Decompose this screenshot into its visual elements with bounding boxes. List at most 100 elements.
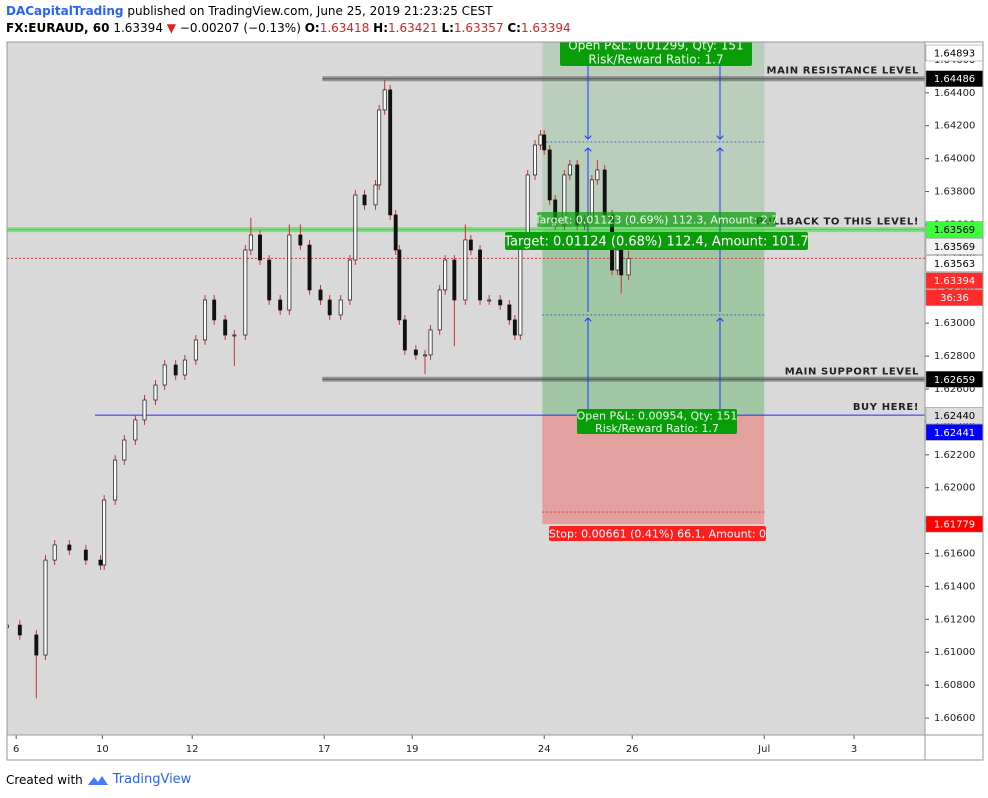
candle-body xyxy=(17,624,22,636)
candle-body xyxy=(373,184,378,206)
plot-area xyxy=(7,42,925,735)
position-label: Risk/Reward Ratio: 1.7 xyxy=(588,53,723,67)
ohlc-value: 1.63421 xyxy=(388,21,438,35)
candle-body xyxy=(567,164,572,176)
candle-body xyxy=(142,399,147,421)
candle-body xyxy=(423,354,427,357)
ohlc-key: H: xyxy=(373,21,388,35)
candle-body xyxy=(258,234,262,261)
candle-body xyxy=(347,259,352,301)
candle-body xyxy=(248,234,253,251)
candle-body xyxy=(463,239,468,301)
candle-body xyxy=(382,89,387,111)
x-tick-label: 26 xyxy=(626,744,639,755)
candle-body xyxy=(468,239,473,251)
price-tag-label: 1.63394 xyxy=(934,276,975,287)
candle-body xyxy=(193,339,198,361)
brand[interactable]: TradingView xyxy=(112,772,192,787)
candle-body xyxy=(223,319,228,336)
candle-body xyxy=(619,249,624,276)
header-line: FX:EURAUD, 60 1.63394 ▼ −0.00207 (−0.13%… xyxy=(6,21,571,35)
candle-body xyxy=(393,214,398,251)
x-tick-label: 17 xyxy=(318,744,331,755)
x-tick-label: 12 xyxy=(186,744,199,755)
author[interactable]: DACapitalTrading xyxy=(6,4,124,18)
candle-body xyxy=(52,544,57,561)
position-label: Risk/Reward Ratio: 1.7 xyxy=(595,422,719,435)
price-tag-label: 1.63563 xyxy=(934,259,975,270)
candle-body xyxy=(353,194,358,261)
candle-body xyxy=(547,149,552,201)
candle-body xyxy=(173,364,178,376)
position-label-box xyxy=(549,526,766,541)
x-tick-label: 24 xyxy=(538,744,551,755)
y-tick-label: 1.61000 xyxy=(934,647,975,658)
candle-body xyxy=(98,559,103,566)
candle-body xyxy=(542,134,547,151)
y-tick-label: 1.64400 xyxy=(934,88,975,99)
position-label-box xyxy=(560,42,752,66)
created-with: Created with xyxy=(6,772,83,787)
x-tick-label: Jul xyxy=(757,744,770,755)
level-label: MAIN SUPPORT LEVEL xyxy=(785,366,919,377)
level-label: PULLBACK TO THIS LEVEL! xyxy=(756,217,919,228)
y-tick-label: 1.61400 xyxy=(934,581,975,592)
label-layer: MAIN RESISTANCE LEVEL PULLBACK TO THIS LE… xyxy=(503,39,919,541)
position-label-box xyxy=(537,212,776,227)
candle-body xyxy=(338,299,343,316)
candle-body xyxy=(318,289,323,301)
price-tag-label: 1.63569 xyxy=(934,225,975,236)
candle-body xyxy=(595,169,600,181)
x-tick-label: 3 xyxy=(851,744,857,755)
candle-body xyxy=(615,249,620,271)
candle-body xyxy=(267,259,272,301)
y-tick-label: 1.61600 xyxy=(934,549,975,560)
candle-body xyxy=(428,329,433,356)
position-label: Target: 0.01124 (0.68%) 112.4, Amount: 1… xyxy=(503,235,809,250)
position-label-box xyxy=(577,409,737,434)
candle-body xyxy=(298,234,303,246)
y-tick-label: 1.64000 xyxy=(934,154,975,165)
candle-body xyxy=(507,304,512,321)
chart: MAIN RESISTANCE LEVEL PULLBACK TO THIS LE… xyxy=(6,39,984,761)
position-label: Open P&L: 0.01299, Qty: 151 xyxy=(568,39,743,53)
candle-body xyxy=(133,419,138,441)
candle-body xyxy=(437,289,442,331)
candle-body xyxy=(538,134,543,146)
direction: ▼ xyxy=(166,21,177,35)
candle-body xyxy=(162,364,167,386)
price-tag-label: 36:36 xyxy=(940,293,969,304)
y-tick-label: 1.62000 xyxy=(934,483,975,494)
candle-body xyxy=(327,299,332,316)
candle-body xyxy=(102,499,107,566)
candle-body xyxy=(67,544,72,551)
price-tag-label: 1.62440 xyxy=(934,411,975,422)
candle-body xyxy=(43,559,48,656)
candle-body xyxy=(402,319,407,351)
y-tick-label: 1.62600 xyxy=(934,384,975,395)
position-label: Open P&L: 0.00954, Qty: 151 xyxy=(577,409,738,422)
candle-body xyxy=(452,259,457,301)
y-tick-label: 1.63800 xyxy=(934,187,975,198)
candle-body xyxy=(243,249,248,336)
candle-body xyxy=(287,234,292,311)
candle-body xyxy=(307,244,312,291)
y-tick-label: 1.62800 xyxy=(934,351,975,362)
candle-body xyxy=(487,299,492,302)
position-label: Target: 0.01123 (0.69%) 112.3, Amount: 2… xyxy=(534,214,779,227)
header-line: DACapitalTrading published on TradingVie… xyxy=(6,4,493,18)
last-price: 1.63394 xyxy=(113,21,163,35)
candle-body xyxy=(602,169,607,216)
candle-body xyxy=(626,258,631,276)
time-axis xyxy=(7,735,983,760)
candle-body xyxy=(278,299,283,311)
candle-body xyxy=(533,144,537,176)
price-tag-label: 1.64486 xyxy=(934,74,975,85)
footer: Created with TradingView xyxy=(6,772,191,787)
candle-body xyxy=(478,249,482,301)
ohlc-key: L: xyxy=(441,21,454,35)
candle-body xyxy=(512,319,517,336)
x-tick-label: 19 xyxy=(406,744,419,755)
candle-body xyxy=(413,349,418,356)
